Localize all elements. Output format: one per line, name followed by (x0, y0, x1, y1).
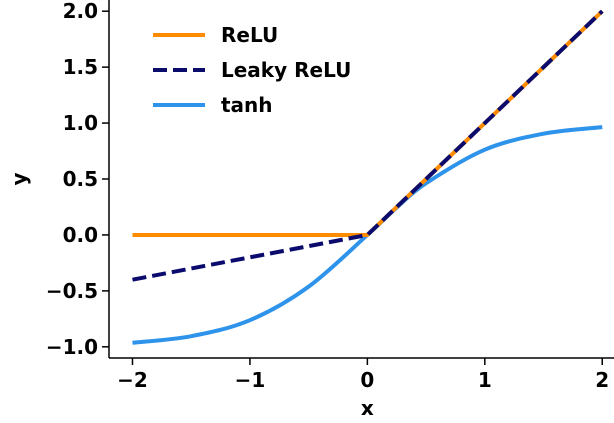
y-tick-label: 2.0 (63, 0, 98, 23)
series-line-relu (132, 9, 604, 237)
x-tick-label: 0 (360, 368, 374, 392)
y-tick-label: 0.0 (63, 223, 98, 247)
legend-label: ReLU (221, 23, 278, 47)
y-tick-label: 1.0 (63, 111, 98, 135)
axes-layer (108, 0, 614, 359)
legend-label: Leaky ReLU (221, 58, 351, 82)
y-tick-label: −1.0 (46, 335, 98, 359)
legend-label: tanh (221, 93, 273, 117)
ticks-layer: −2 −1 0 1 2 −1.0 −0.5 0.0 0.5 1.0 1.5 2.0 (46, 0, 609, 392)
legend: ReLU Leaky ReLU tanh (153, 23, 351, 117)
series-layer (132, 9, 604, 345)
y-tick-label: 1.5 (63, 55, 98, 79)
x-tick-label: −2 (117, 368, 148, 392)
x-tick-label: 1 (478, 368, 492, 392)
y-tick-label: 0.5 (63, 167, 98, 191)
x-tick-label: 2 (595, 368, 609, 392)
y-tick-label: −0.5 (46, 279, 98, 303)
y-axis-label: y (7, 172, 31, 185)
x-tick-label: −1 (235, 368, 266, 392)
x-axis-label: x (361, 396, 374, 420)
series-line-leaky-relu (132, 9, 604, 282)
